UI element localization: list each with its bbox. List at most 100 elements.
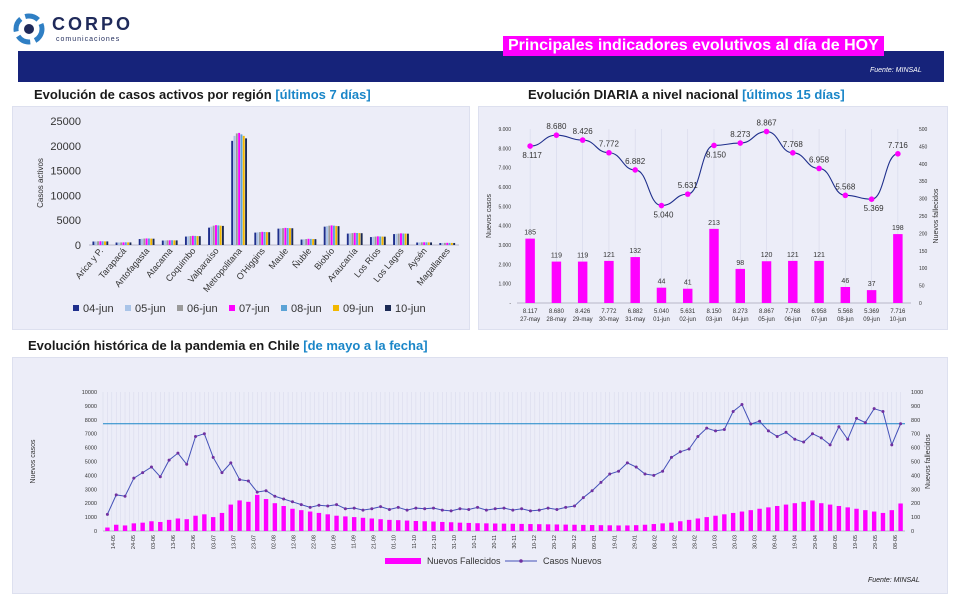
legend-swatch xyxy=(281,305,287,311)
death-bar xyxy=(757,508,762,531)
cases-point xyxy=(527,143,533,149)
bar xyxy=(215,225,217,245)
y-tick-label-right: 200 xyxy=(911,501,920,507)
death-bar xyxy=(325,514,330,531)
legend-swatch-deaths xyxy=(385,558,421,564)
bar xyxy=(395,233,398,245)
cases-point xyxy=(581,496,585,500)
cases-point xyxy=(553,132,560,138)
legend-label: 05-jun xyxy=(135,303,166,315)
cases-label: 7.716 xyxy=(888,141,909,150)
cases-point xyxy=(431,506,435,510)
cases-label: 6.882 xyxy=(625,157,646,166)
x-tick-label: 22-08 xyxy=(312,535,318,549)
cases-point xyxy=(158,475,162,479)
y-tick-label-left: 3.000 xyxy=(498,243,511,249)
bar xyxy=(138,239,141,245)
cases-point xyxy=(114,493,118,497)
bar xyxy=(173,240,176,245)
cases-point xyxy=(696,434,700,438)
death-bar xyxy=(801,501,806,531)
bar xyxy=(166,240,169,245)
legend-label: 09-jun xyxy=(343,303,374,315)
daily-chart-panel: - 1.000 2.000 3.000 4.000 5.000 6.000 7.000 8.00… xyxy=(478,106,948,330)
death-bar xyxy=(378,519,383,531)
death-bar xyxy=(589,525,595,531)
bar xyxy=(198,236,201,245)
bar xyxy=(346,233,349,245)
bar xyxy=(351,233,354,245)
death-bar xyxy=(228,504,233,531)
bar xyxy=(238,132,241,245)
death-label: 120 xyxy=(761,252,773,259)
cases-point xyxy=(573,504,577,508)
bar xyxy=(349,233,352,245)
bar xyxy=(129,242,132,245)
cases-point xyxy=(211,455,215,459)
death-bar xyxy=(122,525,128,531)
death-bar xyxy=(866,290,877,303)
x-tick-label: 12-08 xyxy=(291,535,297,549)
bar xyxy=(397,233,400,245)
y-tick-label-right: 800 xyxy=(911,418,920,424)
cases-point xyxy=(484,508,488,512)
logo: CORPO comunicaciones xyxy=(12,12,162,46)
bar xyxy=(282,228,285,245)
death-bar xyxy=(686,519,692,531)
cases-point xyxy=(684,191,691,197)
bar xyxy=(258,232,261,245)
bar xyxy=(127,242,130,245)
bar xyxy=(208,227,211,245)
death-bar xyxy=(604,260,614,303)
death-bar xyxy=(537,524,542,531)
bar xyxy=(265,232,268,245)
bar xyxy=(291,228,294,245)
cases-point xyxy=(220,471,224,475)
death-bar xyxy=(735,268,745,303)
death-bar xyxy=(669,522,674,531)
bar xyxy=(323,226,326,245)
bar xyxy=(374,236,377,245)
legend-label: 04-jun xyxy=(83,303,114,315)
x-tick-label: 08-02 xyxy=(652,535,658,549)
death-bar xyxy=(246,501,251,531)
death-bar xyxy=(739,511,745,531)
legend-label: 06-jun xyxy=(187,303,218,315)
death-bar xyxy=(219,512,225,531)
y-axis-label-left: Nuevos casos xyxy=(30,439,37,483)
death-bar xyxy=(404,520,410,531)
y-tick-label-right: 600 xyxy=(911,446,920,452)
cases-point xyxy=(123,494,127,498)
y-tick-label: 0 xyxy=(75,240,81,252)
y-tick-label-left: 10000 xyxy=(82,390,97,396)
legend-label-cases: Casos Nuevos xyxy=(543,556,602,566)
cases-point xyxy=(493,507,497,511)
logo-mark-icon xyxy=(13,13,45,45)
x-tick-label: 10-jun xyxy=(890,317,907,323)
cases-point xyxy=(546,506,550,510)
bar xyxy=(210,226,213,245)
bar xyxy=(124,242,127,245)
y-tick-label-left: 0 xyxy=(94,529,97,535)
death-bar xyxy=(678,521,683,531)
x-tick-label: 10-03 xyxy=(713,535,719,549)
death-bar xyxy=(316,512,322,531)
death-bar xyxy=(854,508,859,531)
y-tick-label-right: 0 xyxy=(911,529,914,535)
bar xyxy=(369,237,372,245)
bar xyxy=(235,133,238,245)
cases-point xyxy=(881,409,885,413)
death-label: 46 xyxy=(841,278,849,285)
bar xyxy=(175,240,178,245)
y-tick-label-left: 2000 xyxy=(85,501,97,507)
bar xyxy=(420,242,423,245)
bar xyxy=(416,242,419,245)
cases-point xyxy=(608,472,612,476)
cases-point xyxy=(599,480,603,484)
death-bar xyxy=(290,508,295,531)
x-tick-label: 10-12 xyxy=(532,535,538,549)
y-tick-label-right: 150 xyxy=(919,249,928,255)
bar xyxy=(279,228,282,245)
cases-point xyxy=(790,150,796,156)
death-bar xyxy=(184,519,189,531)
